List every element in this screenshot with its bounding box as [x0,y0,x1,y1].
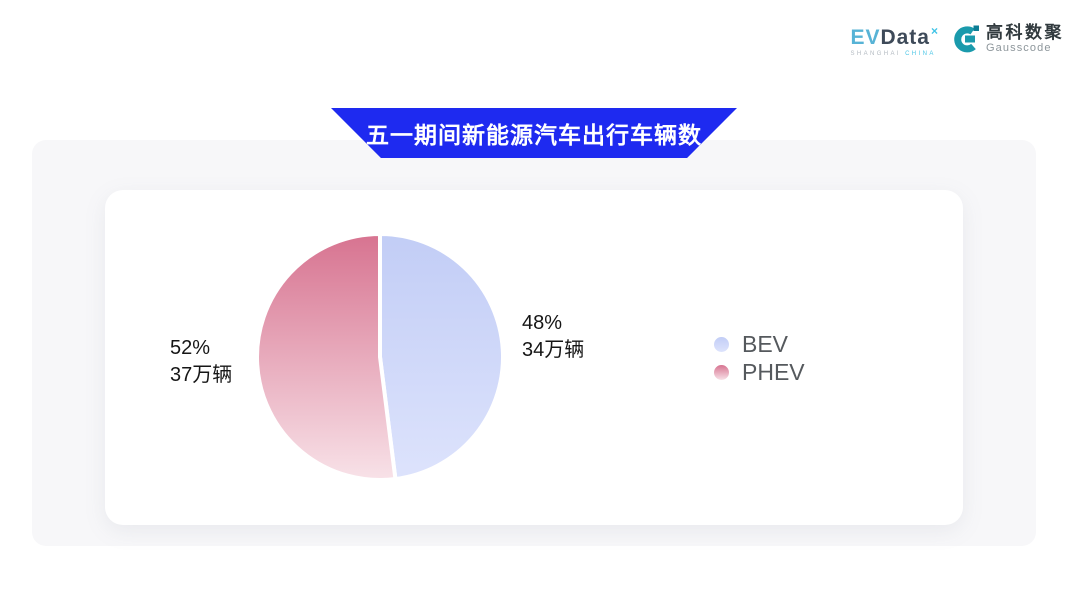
chart-title: 五一期间新能源汽车出行车辆数 [366,122,702,148]
evdata-x-icon: × [930,24,939,38]
evdata-ev-text: EV [850,26,881,49]
bev-count: 34万辆 [522,339,585,361]
bev-legend-label: BEV [742,330,789,357]
phev-label: 52% 37万辆 [170,335,232,389]
evdata-subtext-left: SHANGHAI [850,51,901,57]
evdata-logo: EVData× SHANGHAI CHINA [850,20,939,57]
logo-bar: EVData× SHANGHAI CHINA 高科数聚 Gausscode [850,20,1064,58]
pie-chart [255,231,505,482]
phev-count: 37万辆 [170,364,233,386]
pie-slice-bev[interactable] [378,231,505,482]
legend: BEV PHEV [714,330,805,386]
evdata-wordmark: EVData× [850,20,939,49]
legend-item-phev[interactable]: PHEV [714,358,805,386]
phev-legend-dot [714,364,729,380]
bev-legend-dot [714,336,729,352]
gausscode-g-icon [954,25,979,52]
chart-card: 52% 37万辆 48% 34万辆 BEV PHEV [105,190,963,525]
pie-slice-phev[interactable] [255,231,398,482]
evdata-data-text: Data [880,26,930,49]
gausscode-logo: 高科数聚 Gausscode [952,23,1064,55]
gausscode-text: 高科数聚 Gausscode [986,23,1064,55]
gausscode-name-en: Gausscode [986,41,1052,54]
chart-panel: 52% 37万辆 48% 34万辆 BEV PHEV [32,140,1036,546]
chart-title-banner: 五一期间新能源汽车出行车辆数 [331,108,737,158]
phev-legend-label: PHEV [742,358,805,385]
evdata-subtext: SHANGHAI CHINA [850,51,939,57]
phev-percent: 52% [170,337,211,359]
gausscode-name-cn: 高科数聚 [986,22,1064,42]
evdata-subtext-right: CHINA [905,51,936,57]
bev-percent: 48% [522,312,563,334]
legend-item-bev[interactable]: BEV [714,330,805,358]
bev-label: 48% 34万辆 [522,310,584,364]
